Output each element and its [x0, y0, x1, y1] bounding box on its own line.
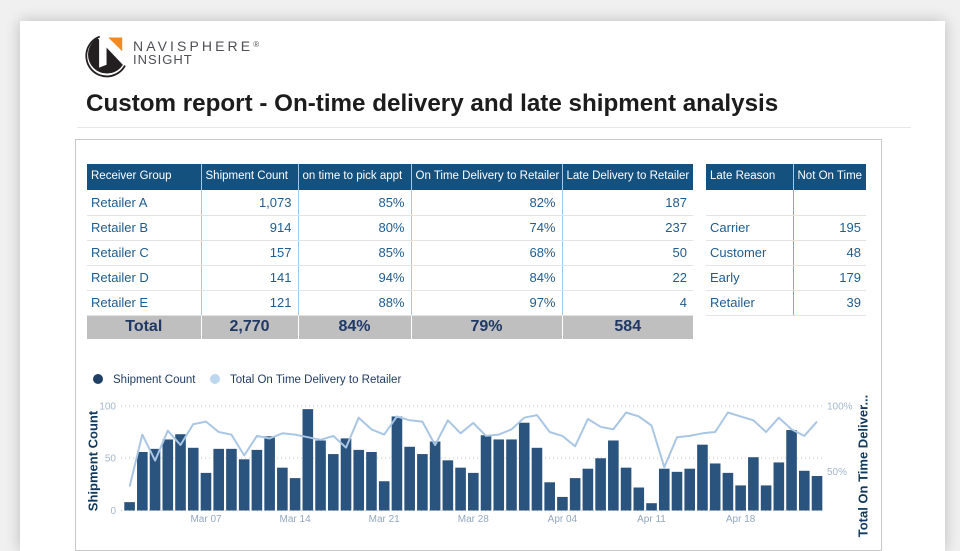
svg-text:Mar 28: Mar 28	[458, 514, 490, 525]
svg-text:Apr 04: Apr 04	[548, 514, 578, 525]
svg-text:Apr 18: Apr 18	[726, 514, 756, 525]
svg-text:Apr 11: Apr 11	[637, 514, 666, 525]
svg-text:50%: 50%	[827, 467, 847, 478]
svg-text:Mar 21: Mar 21	[369, 514, 401, 525]
svg-text:Mar 07: Mar 07	[190, 514, 222, 525]
svg-text:0: 0	[110, 506, 116, 517]
svg-text:Mar 14: Mar 14	[280, 514, 312, 525]
svg-text:100: 100	[99, 402, 116, 413]
svg-text:100%: 100%	[827, 402, 853, 413]
svg-text:50: 50	[105, 454, 117, 465]
